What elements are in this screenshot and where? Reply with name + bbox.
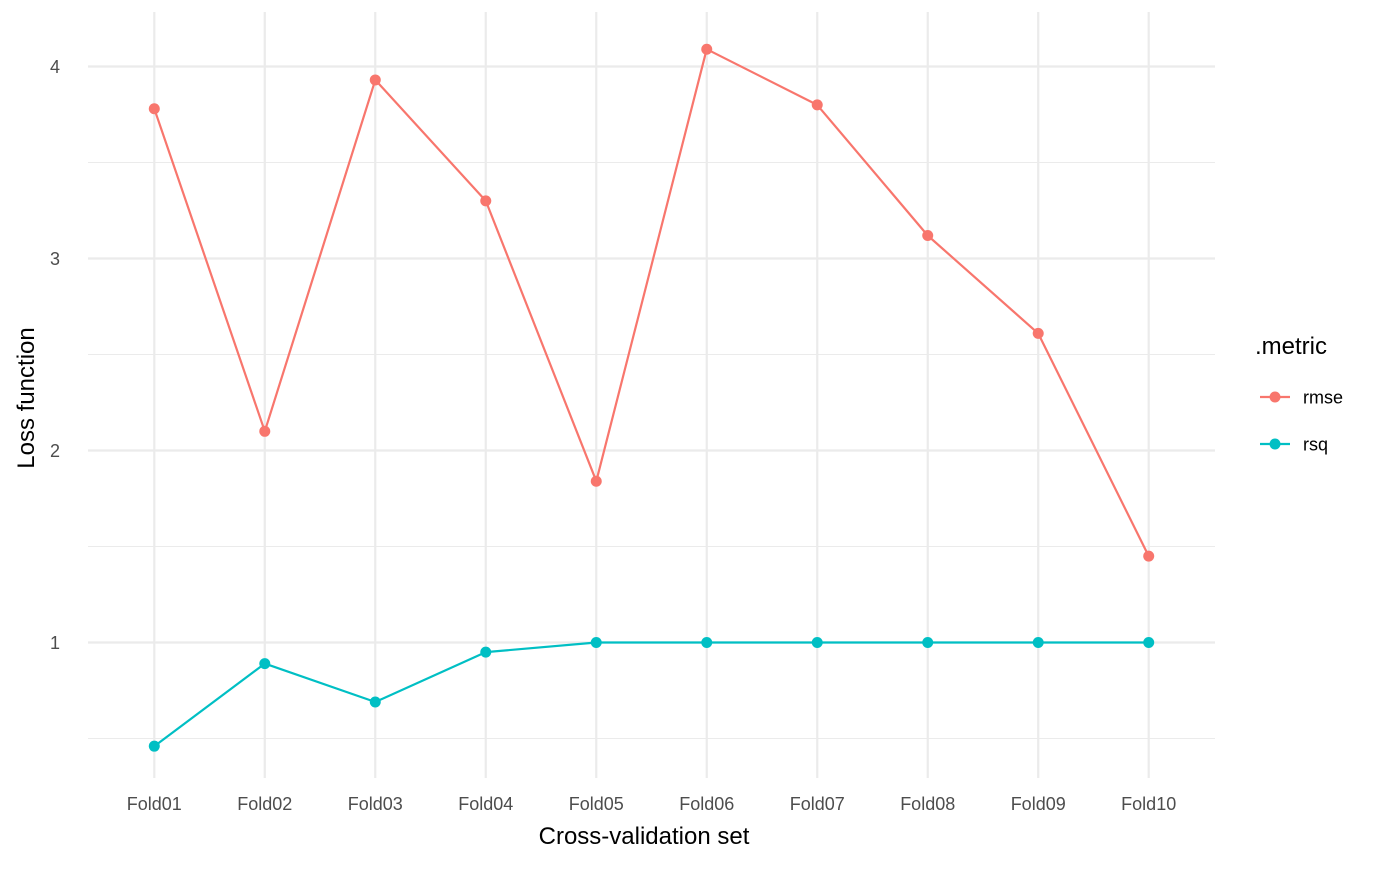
data-point-rmse [922,229,934,241]
y-tick-label: 2 [50,441,60,461]
legend: .metric rmse rsq [1255,333,1343,455]
data-point-rmse [480,195,492,207]
x-axis: Fold01 Fold02 Fold03 Fold04 Fold05 Fold06 Fold… [127,794,1176,814]
data-point-rmse [369,74,381,86]
x-axis-title: Cross-validation set [539,823,750,850]
grid [88,12,1215,778]
legend-title: .metric [1255,333,1327,360]
legend-label: rsq [1303,435,1328,455]
data-point-rsq [148,740,160,752]
y-tick-label: 1 [50,633,60,653]
x-tick-label: Fold10 [1121,794,1176,814]
data-point-rmse [148,103,160,115]
x-tick-label: Fold02 [237,794,292,814]
data-point-rsq [259,658,271,670]
series-line-rmse [153,48,1150,557]
data-point-rsq [811,637,823,648]
x-tick-label: Fold03 [348,794,403,814]
y-tick-label: 3 [50,249,60,269]
legend-key-point [1269,391,1281,403]
data-point-rmse [811,99,823,111]
data-point-rmse [1143,550,1155,562]
data-point-rsq [1143,637,1155,648]
data-point-rsq [1032,637,1044,648]
x-tick-label: Fold01 [127,794,182,814]
legend-items: rmse rsq [1260,388,1343,455]
data-point-rsq [480,646,492,658]
data-point-rsq [701,637,713,648]
y-axis-title: Loss function [13,327,40,468]
x-tick-label: Fold05 [569,794,624,814]
legend-label: rmse [1303,388,1343,408]
y-axis: 1 2 3 4 [50,57,60,653]
x-tick-label: Fold09 [1011,794,1066,814]
x-tick-label: Fold07 [790,794,845,814]
data-point-rmse [590,475,602,487]
data-point-rmse [259,425,271,437]
legend-key-point [1269,438,1281,450]
data-point-rsq [922,637,934,648]
x-tick-label: Fold04 [458,794,513,814]
series-rsq [148,637,1155,752]
y-tick-label: 4 [50,57,60,77]
legend-item-rmse: rmse [1260,388,1343,408]
x-tick-label: Fold08 [900,794,955,814]
x-tick-label: Fold06 [679,794,734,814]
series-layer [148,43,1155,752]
data-point-rmse [701,43,713,55]
data-point-rmse [1032,327,1044,339]
series-rmse [148,43,1155,562]
data-point-rsq [369,696,381,708]
legend-item-rsq: rsq [1260,435,1328,455]
series-line-rsq [153,641,1149,748]
data-point-rsq [590,637,602,648]
